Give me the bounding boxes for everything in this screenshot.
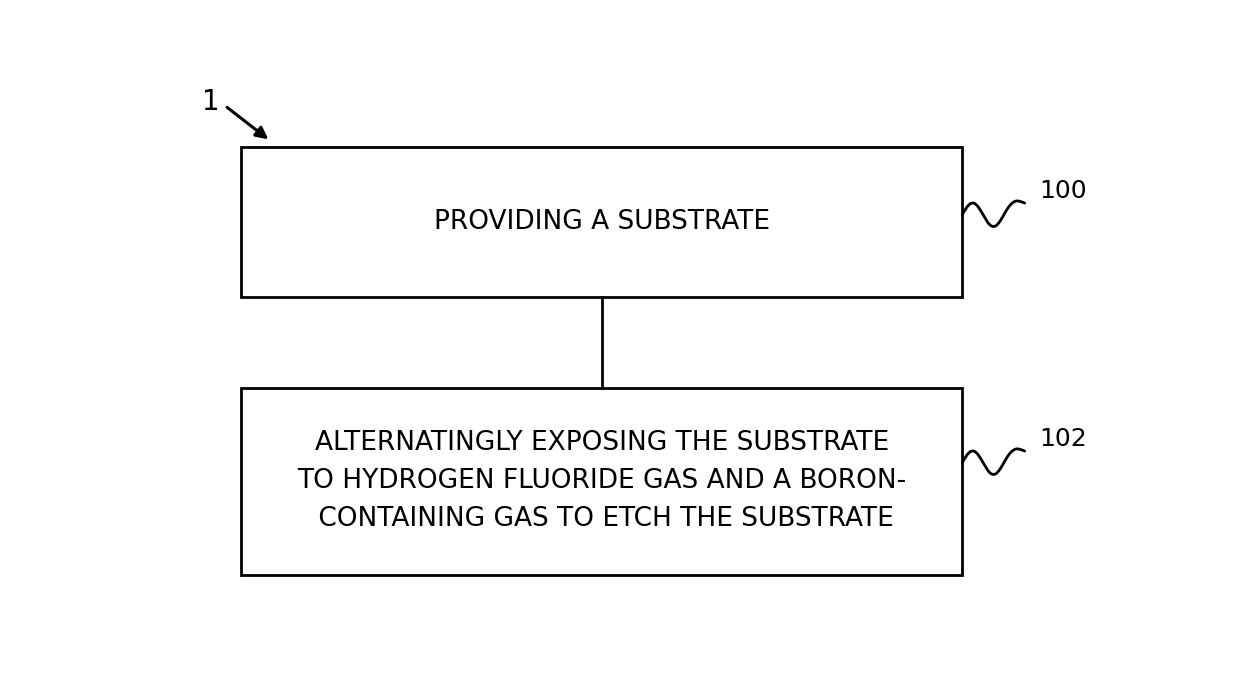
Bar [242, 388, 962, 575]
Bar [242, 147, 962, 297]
Text: 100: 100 [1039, 178, 1086, 203]
Text: PROVIDING A SUBSTRATE: PROVIDING A SUBSTRATE [434, 209, 770, 235]
Text: 102: 102 [1039, 427, 1087, 450]
Text: ALTERNATINGLY EXPOSING THE SUBSTRATE
TO HYDROGEN FLUORIDE GAS AND A BORON-
 CONT: ALTERNATINGLY EXPOSING THE SUBSTRATE TO … [298, 430, 906, 532]
Text: 1: 1 [202, 88, 219, 116]
